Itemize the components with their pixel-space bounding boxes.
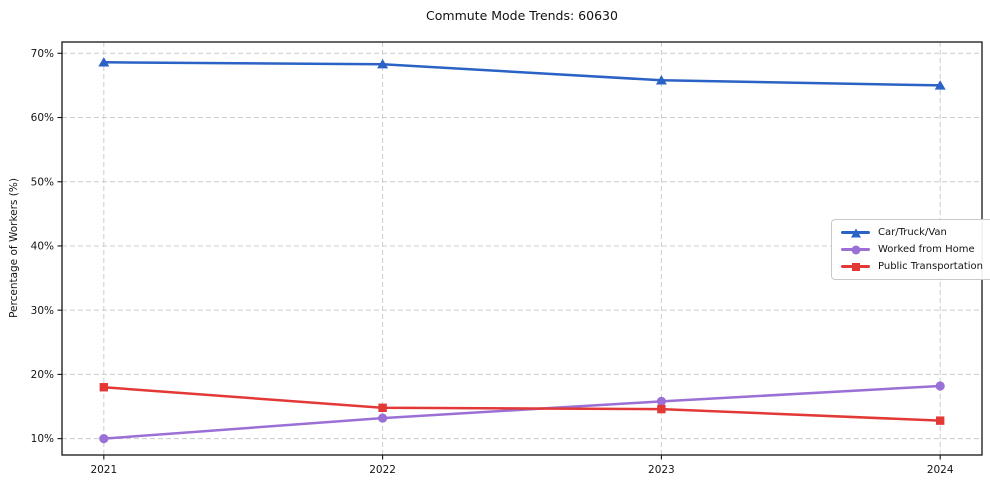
data-point-triangle-car-truck-van (655, 75, 667, 85)
circle-marker-icon (851, 245, 860, 254)
data-point-square-public-transportation (657, 404, 666, 414)
data-point-circle-worked-from-home (378, 413, 388, 423)
data-point-square-public-transportation (378, 403, 387, 412)
y-tick-label: 60% (31, 112, 54, 124)
legend-label: Public Transportation (878, 261, 983, 272)
legend-label: Worked from Home (878, 244, 975, 255)
triangle-marker-icon (850, 228, 861, 237)
data-point-circle-worked-from-home (656, 396, 666, 406)
data-point-square-public-transportation (935, 416, 945, 425)
y-tick-label: 30% (31, 305, 54, 317)
y-tick-label: 10% (31, 433, 54, 445)
data-point-triangle-car-truck-van (377, 59, 389, 69)
x-tick-label: 2021 (90, 464, 117, 476)
data-point-square-public-transportation (99, 383, 109, 392)
legend-line-sample (841, 262, 870, 271)
legend: Car/Truck/Van Worked from Home Public Tr… (831, 219, 990, 280)
legend-item-public-transportation: Public Transportation (841, 261, 983, 272)
chart-title: Commute Mode Trends: 60630 (426, 8, 618, 23)
x-tick-label: 2024 (927, 464, 954, 476)
y-tick-label: 70% (31, 48, 54, 60)
y-tick-label: 50% (31, 176, 54, 188)
legend-item-worked-from-home: Worked from Home (841, 244, 983, 255)
x-tick-label: 2023 (648, 464, 675, 476)
data-point-triangle-car-truck-van (934, 80, 946, 90)
square-marker-icon (851, 262, 860, 271)
y-tick-label: 40% (31, 241, 54, 253)
legend-item-car-truck-van: Car/Truck/Van (841, 227, 983, 238)
y-tick-label: 20% (31, 369, 54, 381)
data-point-circle-worked-from-home (99, 434, 109, 444)
series-line-car-truck-van (102, 61, 942, 87)
data-point-triangle-car-truck-van (98, 57, 110, 67)
series-line-public-transportation (102, 385, 942, 422)
legend-line-sample (841, 245, 870, 254)
x-tick-label: 2022 (369, 464, 396, 476)
legend-line-sample (841, 228, 870, 237)
data-point-circle-worked-from-home (935, 381, 945, 391)
series-line-worked-from-home (102, 384, 942, 440)
legend-label: Car/Truck/Van (878, 227, 947, 238)
